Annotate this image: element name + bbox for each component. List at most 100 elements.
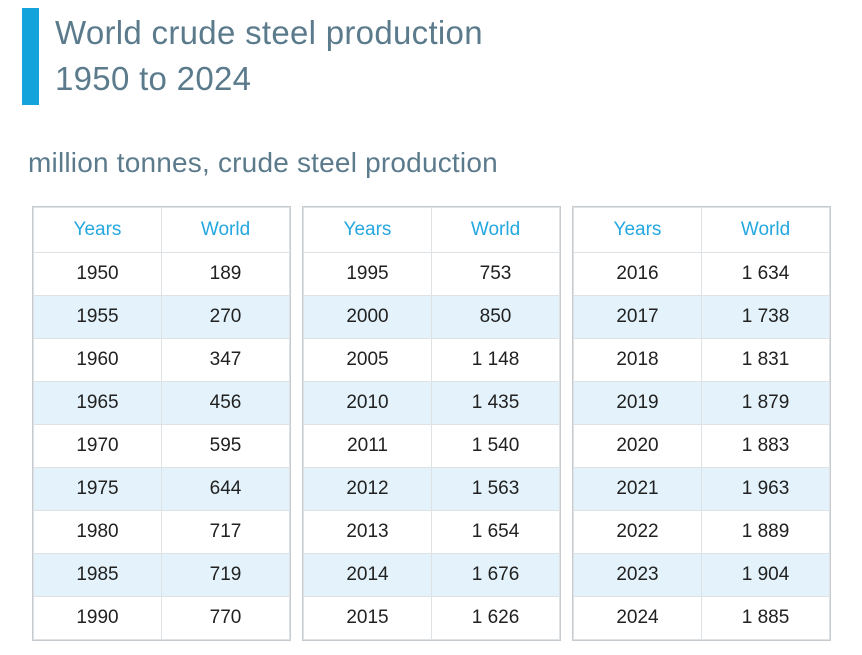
- year-cell: 2018: [573, 338, 702, 383]
- column-header: Years: [303, 207, 432, 254]
- table-row: 1965 456: [33, 381, 290, 426]
- value-cell: 1 676: [431, 553, 560, 598]
- table-row: 2023 1 904: [573, 553, 830, 598]
- header: World crude steel production 1950 to 202…: [22, 8, 862, 106]
- value-cell: 1 963: [701, 467, 830, 512]
- year-cell: 2011: [303, 424, 432, 469]
- value-cell: 347: [161, 338, 290, 383]
- tables-container: Years World 1950 189 1955 270 1960 347 1965 456 1…: [33, 207, 862, 641]
- value-cell: 770: [161, 596, 290, 641]
- table-head: Years World: [573, 207, 830, 254]
- year-cell: 2015: [303, 596, 432, 641]
- table-row: 2014 1 676: [303, 553, 560, 598]
- table-row: 2017 1 738: [573, 295, 830, 340]
- value-cell: 189: [161, 252, 290, 297]
- value-cell: 1 654: [431, 510, 560, 555]
- value-cell: 1 885: [701, 596, 830, 641]
- year-cell: 2010: [303, 381, 432, 426]
- table-head: Years World: [33, 207, 290, 254]
- value-cell: 1 435: [431, 381, 560, 426]
- table-body: 1995 753 2000 850 2005 1 148 2010 1 435 2011 1 54…: [303, 252, 560, 641]
- year-cell: 2017: [573, 295, 702, 340]
- table-body: 2016 1 634 2017 1 738 2018 1 831 2019 1 879 2020…: [573, 252, 830, 641]
- value-cell: 1 148: [431, 338, 560, 383]
- column-header: Years: [573, 207, 702, 254]
- value-cell: 1 626: [431, 596, 560, 641]
- year-cell: 1955: [33, 295, 162, 340]
- table-row: 1950 189: [33, 252, 290, 297]
- year-cell: 2020: [573, 424, 702, 469]
- value-cell: 1 563: [431, 467, 560, 512]
- data-table-1995-2015: Years World 1995 753 2000 850 2005 1 148 2010 1 …: [303, 207, 560, 641]
- table-row: 2021 1 963: [573, 467, 830, 512]
- value-cell: 1 831: [701, 338, 830, 383]
- year-cell: 2012: [303, 467, 432, 512]
- page-title: World crude steel production 1950 to 202…: [55, 8, 483, 105]
- year-cell: 1975: [33, 467, 162, 512]
- column-header: Years: [33, 207, 162, 254]
- value-cell: 850: [431, 295, 560, 340]
- value-cell: 1 634: [701, 252, 830, 297]
- year-cell: 2023: [573, 553, 702, 598]
- year-cell: 1980: [33, 510, 162, 555]
- page-title-line2: 1950 to 2024: [55, 59, 252, 97]
- table-row: 1955 270: [33, 295, 290, 340]
- title-accent-bar: [22, 8, 39, 106]
- column-header: World: [161, 207, 290, 254]
- column-header: World: [431, 207, 560, 254]
- table-row: 2015 1 626: [303, 596, 560, 641]
- year-cell: 2019: [573, 381, 702, 426]
- year-cell: 2013: [303, 510, 432, 555]
- year-cell: 1990: [33, 596, 162, 641]
- table-row: 2022 1 889: [573, 510, 830, 555]
- table-row: 1970 595: [33, 424, 290, 469]
- table-row: 2005 1 148: [303, 338, 560, 383]
- value-cell: 753: [431, 252, 560, 297]
- value-cell: 456: [161, 381, 290, 426]
- year-cell: 1970: [33, 424, 162, 469]
- table-row: 1985 719: [33, 553, 290, 598]
- value-cell: 717: [161, 510, 290, 555]
- year-cell: 1950: [33, 252, 162, 297]
- table-row: 1975 644: [33, 467, 290, 512]
- year-cell: 2024: [573, 596, 702, 641]
- value-cell: 1 879: [701, 381, 830, 426]
- column-header: World: [701, 207, 830, 254]
- year-cell: 1960: [33, 338, 162, 383]
- year-cell: 1995: [303, 252, 432, 297]
- value-cell: 1 540: [431, 424, 560, 469]
- value-cell: 270: [161, 295, 290, 340]
- table-row: 2020 1 883: [573, 424, 830, 469]
- data-table-2016-2024: Years World 2016 1 634 2017 1 738 2018 1 831 20…: [573, 207, 830, 641]
- value-cell: 1 889: [701, 510, 830, 555]
- data-table-1950-1990: Years World 1950 189 1955 270 1960 347 1965 456 1…: [33, 207, 290, 641]
- table-row: 2012 1 563: [303, 467, 560, 512]
- table-row: 2000 850: [303, 295, 560, 340]
- page-title-line1: World crude steel production: [55, 14, 483, 51]
- value-cell: 595: [161, 424, 290, 469]
- value-cell: 644: [161, 467, 290, 512]
- table-row: 2013 1 654: [303, 510, 560, 555]
- year-cell: 2005: [303, 338, 432, 383]
- table-row: 1960 347: [33, 338, 290, 383]
- year-cell: 1985: [33, 553, 162, 598]
- year-cell: 2016: [573, 252, 702, 297]
- table-row: 1990 770: [33, 596, 290, 641]
- table-row: 2019 1 879: [573, 381, 830, 426]
- table-row: 2016 1 634: [573, 252, 830, 297]
- year-cell: 2000: [303, 295, 432, 340]
- value-cell: 1 738: [701, 295, 830, 340]
- table-head: Years World: [303, 207, 560, 254]
- table-row: 1980 717: [33, 510, 290, 555]
- year-cell: 2021: [573, 467, 702, 512]
- value-cell: 719: [161, 553, 290, 598]
- value-cell: 1 883: [701, 424, 830, 469]
- table-row: 2011 1 540: [303, 424, 560, 469]
- value-cell: 1 904: [701, 553, 830, 598]
- year-cell: 1965: [33, 381, 162, 426]
- table-row: 2024 1 885: [573, 596, 830, 641]
- table-row: 2010 1 435: [303, 381, 560, 426]
- page-subtitle: million tonnes, crude steel production: [28, 147, 498, 179]
- table-body: 1950 189 1955 270 1960 347 1965 456 1970 595 1975 6…: [33, 252, 290, 641]
